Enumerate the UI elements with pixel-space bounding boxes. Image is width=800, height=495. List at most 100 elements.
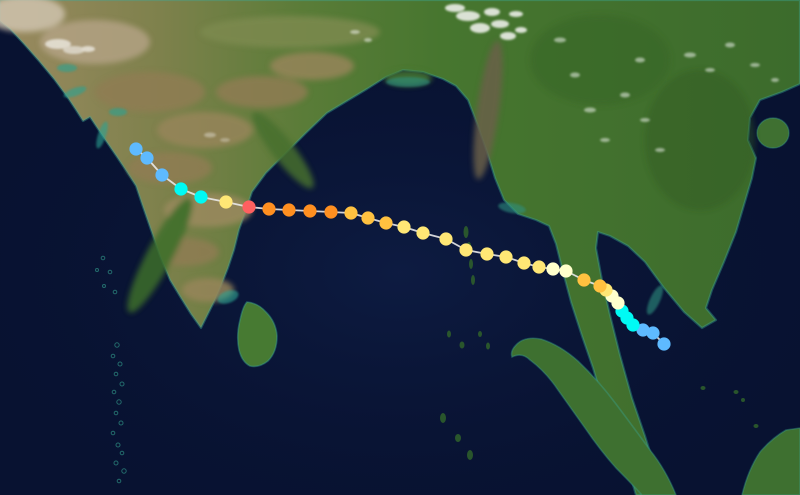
track-point-9-category-3 — [593, 279, 607, 293]
track-point-22-category-3 — [361, 211, 375, 225]
maldives-lakshadweep-atolls-circle — [110, 353, 116, 359]
maldives-lakshadweep-atolls-circle — [121, 468, 127, 474]
andaman-nicobar-islands-ellipse — [486, 342, 490, 350]
andaman-nicobar-islands-ellipse — [471, 275, 475, 285]
maldives-lakshadweep-atolls-circle — [113, 371, 119, 377]
track-point-14-category-2 — [517, 256, 531, 270]
clouds-ellipse — [684, 52, 696, 58]
track-point-16-category-2 — [480, 247, 494, 261]
land-texture-ellipse — [157, 112, 253, 148]
land-texture-ellipse — [127, 197, 193, 313]
track-point-1-tropical-depression — [646, 326, 660, 340]
land-texture-ellipse — [270, 52, 354, 80]
track-point-2-tropical-depression — [636, 323, 650, 337]
island-hainan — [756, 117, 790, 149]
land-texture — [0, 0, 755, 313]
track-point-17-category-2 — [459, 243, 473, 257]
track-point-33-tropical-depression — [140, 151, 154, 165]
maldives-lakshadweep-atolls-circle — [117, 361, 123, 367]
andaman-nicobar-islands-ellipse — [733, 390, 739, 394]
track-point-30-tropical-storm — [194, 190, 208, 204]
track-point-10-category-3 — [577, 273, 591, 287]
track-point-13-category-2 — [532, 260, 546, 274]
clouds-ellipse — [584, 107, 596, 113]
clouds-ellipse — [364, 38, 372, 42]
himalaya-snow-ellipse — [515, 27, 527, 33]
track-point-21-category-3 — [379, 216, 393, 230]
clouds-ellipse — [620, 92, 630, 98]
track-point-15-category-2 — [499, 250, 513, 264]
maldives-lakshadweep-atolls-circle — [118, 420, 124, 426]
maldives-lakshadweep-atolls-circle — [111, 389, 117, 395]
maldives-lakshadweep-atolls-circle — [113, 460, 119, 466]
track-point-11-category-1 — [559, 264, 573, 278]
andaman-nicobar-islands-ellipse — [478, 331, 482, 337]
himalaya-snow-ellipse — [509, 11, 523, 17]
track-point-29-category-2 — [219, 195, 233, 209]
land-texture-ellipse — [95, 72, 205, 112]
himalaya-snow-ellipse — [484, 8, 500, 16]
himalaya-snow-ellipse — [445, 4, 465, 12]
clouds-ellipse — [635, 57, 645, 63]
track-point-0-tropical-depression — [657, 337, 671, 351]
island-sumatra — [510, 337, 677, 495]
shallow-water-tints-ellipse — [646, 285, 664, 315]
clouds-ellipse — [350, 30, 360, 34]
track-point-31-tropical-storm — [174, 182, 188, 196]
clouds-ellipse — [554, 37, 566, 43]
maldives-lakshadweep-atolls-circle — [116, 478, 122, 484]
maldives-lakshadweep-atolls — [95, 255, 127, 484]
track-point-23-category-3 — [344, 206, 358, 220]
himalaya-snow-ellipse — [491, 20, 509, 28]
clouds-ellipse — [655, 148, 665, 152]
salt-flats — [45, 39, 95, 54]
shallow-water-tints — [57, 64, 664, 315]
land-texture-ellipse — [0, 0, 65, 32]
andaman-nicobar-islands-ellipse — [467, 450, 473, 460]
andaman-nicobar-islands-ellipse — [700, 386, 706, 390]
clouds-ellipse — [705, 68, 715, 72]
island-sri-lanka — [236, 301, 278, 368]
shallow-water-tints-ellipse — [109, 108, 127, 116]
andaman-nicobar-islands-ellipse — [741, 398, 745, 402]
andaman-nicobar-islands-ellipse — [455, 434, 461, 442]
shallow-water-tints-ellipse — [96, 121, 108, 149]
land-texture-ellipse — [252, 111, 314, 189]
land-texture-ellipse — [473, 40, 503, 180]
himalaya-snow-ellipse — [500, 32, 516, 40]
clouds — [204, 30, 779, 152]
himalaya-snow-ellipse — [470, 23, 490, 33]
maldives-lakshadweep-atolls-circle — [113, 410, 119, 416]
track-point-25-category-4 — [303, 204, 317, 218]
track-point-24-category-4 — [324, 205, 338, 219]
clouds-ellipse — [640, 118, 650, 122]
clouds-ellipse — [750, 63, 760, 67]
maldives-lakshadweep-atolls-circle — [102, 284, 106, 288]
track-point-27-category-4 — [262, 202, 276, 216]
andaman-nicobar-islands-ellipse — [440, 413, 446, 423]
shallow-water-tints-ellipse — [63, 86, 87, 98]
clouds-ellipse — [220, 138, 230, 142]
land-texture-ellipse — [216, 76, 308, 108]
maldives-lakshadweep-atolls-circle — [114, 342, 120, 348]
shallow-water-tints-ellipse — [386, 77, 430, 87]
shallow-water-tints-ellipse — [217, 290, 239, 304]
shallow-water-tints-ellipse — [57, 64, 77, 72]
clouds-ellipse — [771, 78, 779, 82]
maldives-lakshadweep-atolls-circle — [115, 442, 121, 448]
andaman-nicobar-islands-ellipse — [459, 341, 465, 349]
salt-flats-ellipse — [81, 46, 95, 52]
land-texture-ellipse — [200, 16, 380, 48]
track-point-32-tropical-depression — [155, 168, 169, 182]
clouds-ellipse — [204, 132, 216, 138]
andaman-nicobar-islands-ellipse — [469, 259, 473, 269]
clouds-ellipse — [725, 42, 735, 48]
maldives-lakshadweep-atolls-circle — [116, 399, 122, 405]
maldives-lakshadweep-atolls-circle — [95, 268, 99, 272]
himalaya-snow — [445, 4, 527, 40]
island-borneo — [741, 427, 800, 495]
track-point-19-category-2 — [416, 226, 430, 240]
land-texture-ellipse — [530, 15, 670, 105]
